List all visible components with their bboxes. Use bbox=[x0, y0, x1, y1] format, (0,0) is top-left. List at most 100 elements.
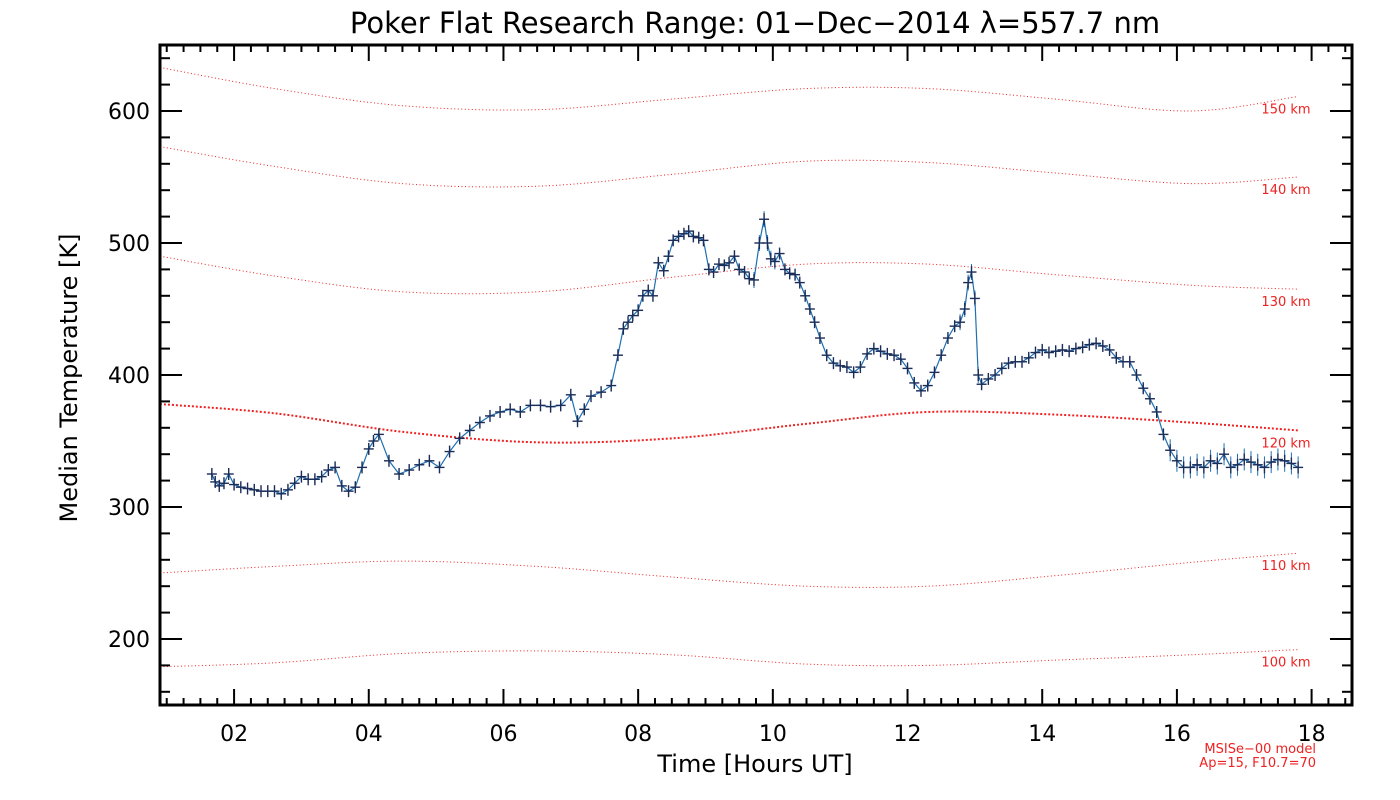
data-point bbox=[966, 264, 977, 281]
data-point bbox=[1232, 453, 1243, 476]
data-point bbox=[1239, 448, 1250, 471]
data-point bbox=[444, 445, 455, 458]
y-tick-label: 300 bbox=[108, 496, 150, 521]
data-point bbox=[637, 289, 648, 302]
data-point bbox=[848, 366, 859, 379]
data-point bbox=[1252, 453, 1263, 476]
data-point bbox=[734, 263, 745, 276]
data-point bbox=[1104, 343, 1115, 356]
y-tick-label: 500 bbox=[108, 232, 150, 257]
model-label-120km: 120 km bbox=[1261, 436, 1310, 451]
data-point bbox=[719, 259, 730, 272]
data-point bbox=[618, 322, 629, 335]
data-point bbox=[383, 454, 394, 467]
data-point bbox=[579, 403, 590, 416]
data-point bbox=[765, 250, 776, 267]
y-tick-label: 400 bbox=[108, 364, 150, 389]
data-point bbox=[633, 304, 644, 317]
data-point bbox=[729, 250, 740, 263]
data-point bbox=[276, 487, 287, 500]
data-point bbox=[1091, 337, 1102, 350]
data-point bbox=[643, 284, 654, 297]
chart-title: Poker Flat Research Range: 01−Dec−2014 λ… bbox=[350, 6, 1160, 40]
model-curve-150km bbox=[159, 66, 1299, 112]
data-point bbox=[1151, 405, 1162, 418]
data-point bbox=[1165, 439, 1176, 462]
data-point bbox=[990, 369, 1001, 381]
data-point bbox=[323, 464, 334, 477]
x-tick-label: 06 bbox=[489, 722, 517, 747]
data-point bbox=[515, 405, 526, 418]
data-point bbox=[596, 386, 607, 399]
data-point bbox=[269, 485, 280, 498]
data-point bbox=[218, 477, 229, 490]
data-point bbox=[623, 316, 634, 329]
x-tick-label: 12 bbox=[894, 722, 922, 747]
data-point bbox=[223, 468, 234, 480]
data-point bbox=[929, 366, 940, 379]
measured-series bbox=[206, 211, 1304, 500]
x-tick-label: 08 bbox=[624, 722, 652, 747]
data-point bbox=[841, 361, 852, 374]
data-point bbox=[868, 342, 879, 355]
data-point bbox=[424, 454, 435, 467]
data-point bbox=[936, 349, 947, 362]
data-point bbox=[572, 415, 583, 428]
data-point bbox=[895, 353, 906, 366]
data-point bbox=[784, 267, 795, 280]
data-point bbox=[814, 332, 825, 345]
data-point bbox=[1097, 339, 1108, 352]
data-point bbox=[627, 309, 638, 322]
data-point bbox=[1192, 453, 1203, 476]
data-point bbox=[505, 403, 516, 416]
x-axis-label: Time [Hours UT] bbox=[656, 750, 852, 778]
data-point bbox=[1111, 351, 1122, 364]
data-point bbox=[545, 400, 556, 413]
data-point bbox=[363, 442, 374, 455]
data-point bbox=[1219, 443, 1230, 466]
data-point bbox=[804, 303, 815, 315]
data-point bbox=[678, 227, 689, 240]
data-point bbox=[1070, 342, 1081, 355]
data-point bbox=[794, 276, 805, 289]
x-tick-label: 16 bbox=[1163, 722, 1191, 747]
data-point bbox=[464, 424, 475, 437]
data-point bbox=[724, 256, 735, 269]
data-point bbox=[309, 473, 320, 486]
data-point bbox=[1144, 392, 1155, 405]
data-point bbox=[769, 253, 780, 270]
data-point bbox=[762, 235, 773, 251]
data-point bbox=[235, 481, 246, 494]
data-point bbox=[249, 483, 260, 496]
data-point bbox=[1272, 448, 1283, 471]
data-point bbox=[474, 416, 485, 429]
data-point bbox=[1185, 456, 1196, 479]
data-point bbox=[942, 332, 953, 345]
data-point bbox=[955, 314, 966, 331]
data-point bbox=[915, 384, 926, 397]
data-point bbox=[1124, 355, 1135, 368]
data-point bbox=[368, 435, 379, 447]
data-point bbox=[922, 379, 933, 392]
data-point bbox=[882, 347, 893, 360]
data-point bbox=[748, 271, 759, 288]
data-point bbox=[316, 470, 327, 483]
data-point bbox=[828, 357, 839, 370]
data-point bbox=[330, 461, 341, 474]
data-point bbox=[976, 378, 987, 391]
measured-line bbox=[211, 219, 1299, 495]
data-point bbox=[1057, 343, 1068, 356]
data-point bbox=[693, 231, 704, 244]
data-point bbox=[484, 409, 495, 422]
data-point bbox=[973, 367, 984, 383]
data-point bbox=[357, 461, 368, 474]
data-point bbox=[774, 247, 785, 260]
data-point bbox=[1259, 456, 1270, 479]
data-point bbox=[1205, 449, 1216, 472]
data-point bbox=[350, 481, 361, 494]
data-point bbox=[1245, 451, 1256, 474]
y-tick-label: 200 bbox=[108, 628, 150, 653]
data-point bbox=[1171, 449, 1182, 472]
data-point bbox=[683, 225, 694, 238]
